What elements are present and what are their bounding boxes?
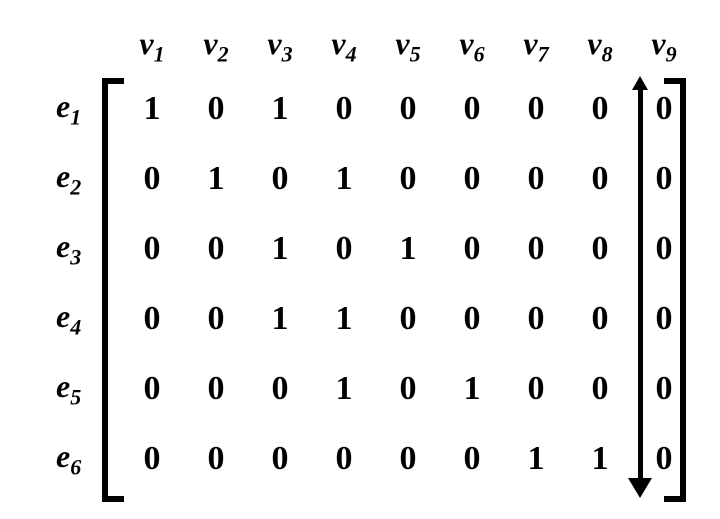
matrix-cell: 0: [248, 354, 312, 424]
matrix-cell: 1: [504, 424, 568, 494]
matrix-cell: 0: [120, 144, 184, 214]
matrix-cell: 0: [568, 144, 632, 214]
matrix-cell: 1: [184, 144, 248, 214]
matrix-cell: 1: [312, 354, 376, 424]
matrix-cell: 0: [248, 424, 312, 494]
matrix-cell: 1: [248, 214, 312, 284]
matrix-cell: 1: [120, 74, 184, 144]
col-header-v3: v3: [248, 18, 312, 74]
matrix-cell: 0: [120, 284, 184, 354]
matrix-cell: 1: [440, 354, 504, 424]
matrix-cell: 0: [376, 284, 440, 354]
matrix-cell: 1: [312, 144, 376, 214]
arrow-shaft-icon: [638, 86, 643, 480]
col-header-v9: v9: [632, 18, 696, 74]
col-header-v6: v6: [440, 18, 504, 74]
corner-blank: [50, 18, 120, 74]
matrix-cell: 0: [184, 284, 248, 354]
matrix-cell: 0: [312, 214, 376, 284]
matrix-cell: 0: [568, 284, 632, 354]
matrix-cell: 1: [568, 424, 632, 494]
matrix-layout: v1 v2 v3 v4 v5 v6 v7 v8 v9 e1 1 0 1 0 0 …: [50, 18, 696, 494]
matrix-cell: 0: [376, 74, 440, 144]
matrix-cell: 0: [440, 284, 504, 354]
table-row: e5 0 0 0 1 0 1 0 0 0: [50, 354, 696, 424]
col-header-v2: v2: [184, 18, 248, 74]
matrix-cell: 0: [248, 144, 312, 214]
incidence-matrix-table: v1 v2 v3 v4 v5 v6 v7 v8 v9 e1 1 0 1 0 0 …: [50, 18, 696, 494]
col-header-v4: v4: [312, 18, 376, 74]
arrow-head-icon: [628, 478, 652, 498]
matrix-cell: 0: [184, 214, 248, 284]
matrix-cell: 0: [312, 424, 376, 494]
matrix-cell: 0: [504, 284, 568, 354]
matrix-cell: 1: [376, 214, 440, 284]
table-row: e1 1 0 1 0 0 0 0 0 0: [50, 74, 696, 144]
matrix-cell: 0: [440, 424, 504, 494]
matrix-cell: 0: [312, 74, 376, 144]
matrix-right-bracket-icon: [664, 78, 686, 502]
matrix-cell: 0: [120, 354, 184, 424]
matrix-cell: 1: [248, 74, 312, 144]
matrix-cell: 0: [184, 74, 248, 144]
matrix-cell: 0: [504, 74, 568, 144]
matrix-cell: 0: [184, 424, 248, 494]
col-header-v1: v1: [120, 18, 184, 74]
matrix-cell: 0: [440, 74, 504, 144]
matrix-cell: 0: [376, 424, 440, 494]
col-header-v7: v7: [504, 18, 568, 74]
figure-root: v1 v2 v3 v4 v5 v6 v7 v8 v9 e1 1 0 1 0 0 …: [0, 0, 720, 519]
matrix-cell: 0: [376, 144, 440, 214]
matrix-cell: 1: [312, 284, 376, 354]
matrix-cell: 0: [120, 424, 184, 494]
matrix-cell: 0: [568, 214, 632, 284]
matrix-cell: 0: [440, 144, 504, 214]
matrix-cell: 0: [440, 214, 504, 284]
matrix-cell: 0: [120, 214, 184, 284]
col-header-v5: v5: [376, 18, 440, 74]
matrix-cell: 0: [376, 354, 440, 424]
table-row: e6 0 0 0 0 0 0 1 1 0: [50, 424, 696, 494]
matrix-cell: 0: [568, 354, 632, 424]
matrix-cell: 0: [504, 354, 568, 424]
table-row: e4 0 0 1 1 0 0 0 0 0: [50, 284, 696, 354]
table-row: e2 0 1 0 1 0 0 0 0 0: [50, 144, 696, 214]
matrix-cell: 1: [248, 284, 312, 354]
matrix-cell: 0: [504, 214, 568, 284]
table-row: e3 0 0 1 0 1 0 0 0 0: [50, 214, 696, 284]
matrix-cell: 0: [184, 354, 248, 424]
matrix-left-bracket-icon: [102, 78, 124, 502]
matrix-cell: 0: [504, 144, 568, 214]
col-header-v8: v8: [568, 18, 632, 74]
matrix-cell: 0: [568, 74, 632, 144]
col-header-row: v1 v2 v3 v4 v5 v6 v7 v8 v9: [50, 18, 696, 74]
